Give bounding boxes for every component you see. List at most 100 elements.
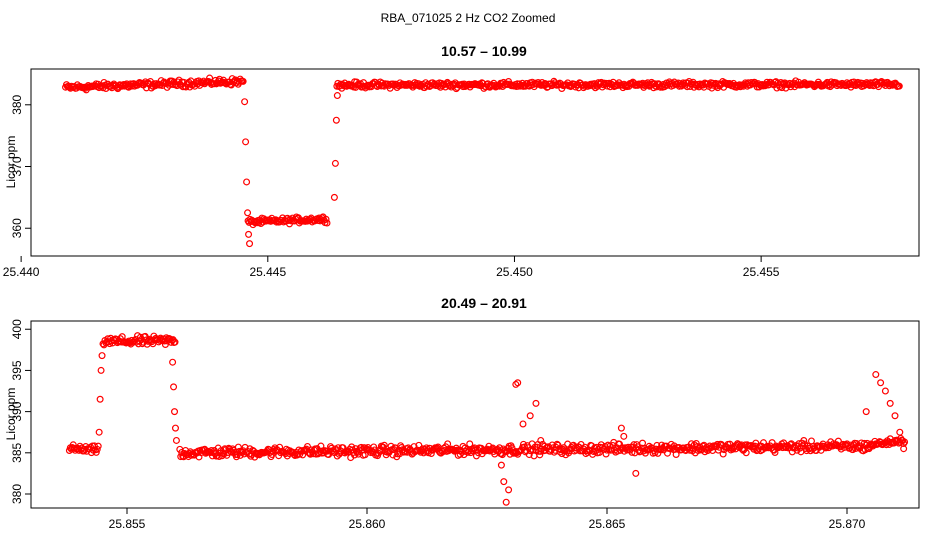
x-tick-label: 25.450 bbox=[496, 265, 533, 279]
data-point bbox=[881, 387, 889, 395]
data-point bbox=[606, 442, 614, 450]
data-point bbox=[444, 440, 452, 448]
data-point bbox=[171, 408, 179, 416]
data-point bbox=[98, 352, 106, 360]
data-point bbox=[370, 443, 378, 451]
data-point bbox=[330, 193, 338, 201]
data-point bbox=[657, 446, 665, 454]
data-point bbox=[239, 77, 247, 85]
data-point bbox=[459, 442, 467, 450]
data-point bbox=[332, 116, 340, 124]
data-point bbox=[243, 178, 251, 186]
y-axis-bottom: 380 385 390 395 400 bbox=[10, 319, 31, 504]
y-tick-label: 370 bbox=[10, 156, 24, 176]
data-point bbox=[886, 399, 894, 407]
y-axis-label-top: Licor ppm bbox=[4, 136, 18, 189]
data-point bbox=[613, 80, 621, 88]
data-points-bottom bbox=[65, 332, 909, 506]
data-point bbox=[497, 461, 505, 469]
data-point bbox=[519, 420, 527, 428]
data-point bbox=[245, 230, 253, 238]
data-point bbox=[97, 366, 105, 374]
data-point bbox=[860, 439, 868, 447]
data-point bbox=[620, 432, 628, 440]
data-point bbox=[500, 478, 508, 486]
data-point bbox=[138, 340, 146, 348]
data-point bbox=[354, 450, 362, 458]
x-tick-label: 25.440 bbox=[3, 265, 40, 279]
data-point bbox=[864, 80, 872, 88]
data-point bbox=[420, 449, 428, 457]
data-point bbox=[505, 486, 513, 494]
data-point bbox=[323, 219, 331, 227]
data-point bbox=[630, 441, 638, 449]
panel-title-top: 10.57 – 10.99 bbox=[441, 43, 527, 59]
data-point bbox=[692, 439, 700, 447]
data-point bbox=[526, 412, 534, 420]
data-point bbox=[719, 450, 727, 458]
y-tick-label: 380 bbox=[10, 94, 24, 114]
panel-title-bottom: 20.49 – 20.91 bbox=[441, 295, 527, 311]
data-point bbox=[246, 240, 254, 248]
data-point bbox=[171, 424, 179, 432]
data-point bbox=[94, 442, 102, 450]
data-point bbox=[877, 379, 885, 387]
y-tick-label: 390 bbox=[10, 401, 24, 421]
data-point bbox=[742, 449, 750, 457]
data-point bbox=[901, 438, 909, 446]
data-point bbox=[244, 209, 252, 217]
data-point bbox=[95, 428, 103, 436]
data-point bbox=[652, 445, 660, 453]
x-tick-label: 25.870 bbox=[829, 517, 866, 531]
data-point bbox=[456, 450, 464, 458]
data-point bbox=[891, 412, 899, 420]
plot-frame-top bbox=[30, 68, 920, 257]
data-point bbox=[672, 450, 680, 458]
data-point bbox=[761, 82, 769, 90]
x-tick-label: 25.855 bbox=[109, 517, 146, 531]
y-tick-label: 385 bbox=[10, 442, 24, 462]
x-tick-label: 25.860 bbox=[349, 517, 386, 531]
y-axis-top: 360 370 380 bbox=[10, 94, 31, 238]
data-point bbox=[206, 74, 214, 82]
data-point bbox=[170, 383, 178, 391]
x-tick-label: 25.445 bbox=[249, 265, 286, 279]
data-point bbox=[93, 445, 101, 453]
data-point bbox=[650, 84, 658, 92]
data-point bbox=[502, 498, 510, 506]
data-point bbox=[96, 395, 104, 403]
data-point bbox=[800, 437, 808, 445]
scatter-panel-top: 10.57 – 10.99 Licor ppm 25.440 25.445 25.4… bbox=[3, 43, 920, 279]
figure-title: RBA_071025 2 Hz CO2 Zoomed bbox=[381, 11, 556, 25]
y-tick-label: 360 bbox=[10, 218, 24, 238]
data-point bbox=[242, 138, 250, 146]
data-point bbox=[537, 436, 545, 444]
data-point bbox=[241, 98, 249, 106]
data-point bbox=[632, 469, 640, 477]
data-point bbox=[872, 371, 880, 379]
data-point bbox=[195, 453, 203, 461]
data-point bbox=[843, 79, 851, 87]
data-point bbox=[92, 448, 100, 456]
x-tick-label: 25.865 bbox=[589, 517, 626, 531]
y-tick-label: 400 bbox=[10, 319, 24, 339]
data-point bbox=[161, 341, 169, 349]
data-point bbox=[539, 440, 547, 448]
data-point bbox=[322, 215, 330, 223]
y-tick-label: 380 bbox=[10, 484, 24, 504]
data-point bbox=[171, 338, 179, 346]
data-point bbox=[900, 445, 908, 453]
data-point bbox=[172, 436, 180, 444]
y-tick-label: 395 bbox=[10, 360, 24, 380]
data-point bbox=[895, 82, 903, 90]
data-point bbox=[163, 83, 171, 91]
data-point bbox=[862, 408, 870, 416]
data-point bbox=[220, 78, 228, 86]
data-point bbox=[512, 380, 520, 388]
data-point bbox=[896, 428, 904, 436]
x-tick-label: 25.455 bbox=[743, 265, 780, 279]
scatter-panel-bottom: 20.49 – 20.91 Licor ppm 25.855 25.860 25.8… bbox=[4, 295, 920, 531]
data-point bbox=[514, 379, 522, 387]
data-points-top bbox=[62, 74, 903, 248]
